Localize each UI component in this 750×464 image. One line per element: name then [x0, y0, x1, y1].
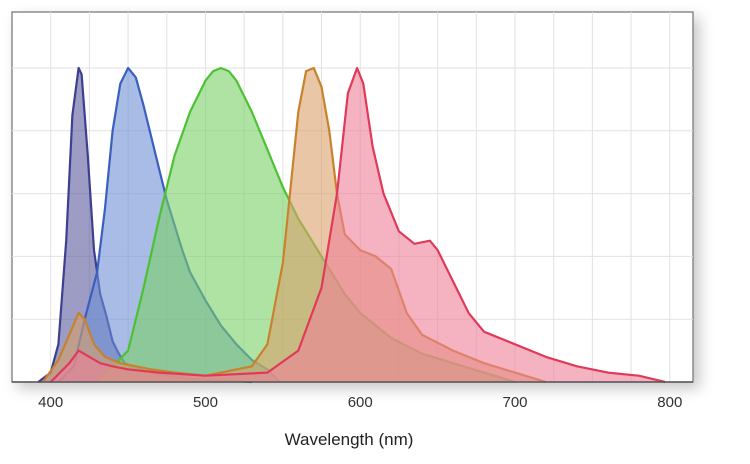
x-tick-label: 500 [193, 394, 218, 411]
series-area-5 [50, 68, 666, 382]
x-tick-label: 600 [348, 394, 373, 411]
x-axis-title: Wavelength (nm) [285, 430, 414, 449]
x-tick-labels: 400 500 600 700 800 [38, 394, 682, 411]
series-area-3 [97, 68, 515, 382]
series-line-5 [49, 66, 666, 384]
x-tick-label: 400 [38, 394, 63, 411]
series-area-4 [43, 68, 546, 382]
series-group [37, 66, 666, 384]
x-tick-label: 700 [502, 394, 527, 411]
x-tick-label: 800 [657, 394, 682, 411]
